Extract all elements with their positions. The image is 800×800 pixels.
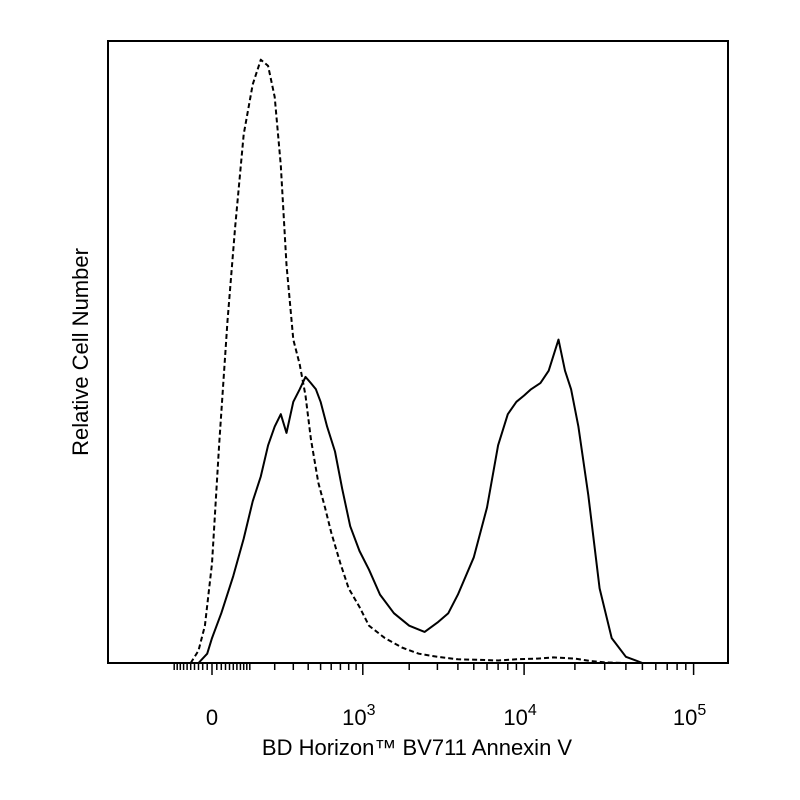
series-line-dashed [189,58,626,664]
x-tick-label: 103 [342,702,375,730]
plot-frame [107,40,729,664]
x-axis-label: BD Horizon™ BV711 Annexin V [262,735,573,760]
x-tick-label: 0 [206,705,218,730]
x-axis-ticks [173,663,695,675]
x-tick-label: 105 [673,702,706,730]
x-tick-label: 104 [503,702,536,730]
series-line-solid [197,338,643,664]
series-layer [189,58,643,664]
x-axis-tick-labels: 0 103 104 105 [206,702,707,730]
y-axis-label: Relative Cell Number [68,248,93,456]
